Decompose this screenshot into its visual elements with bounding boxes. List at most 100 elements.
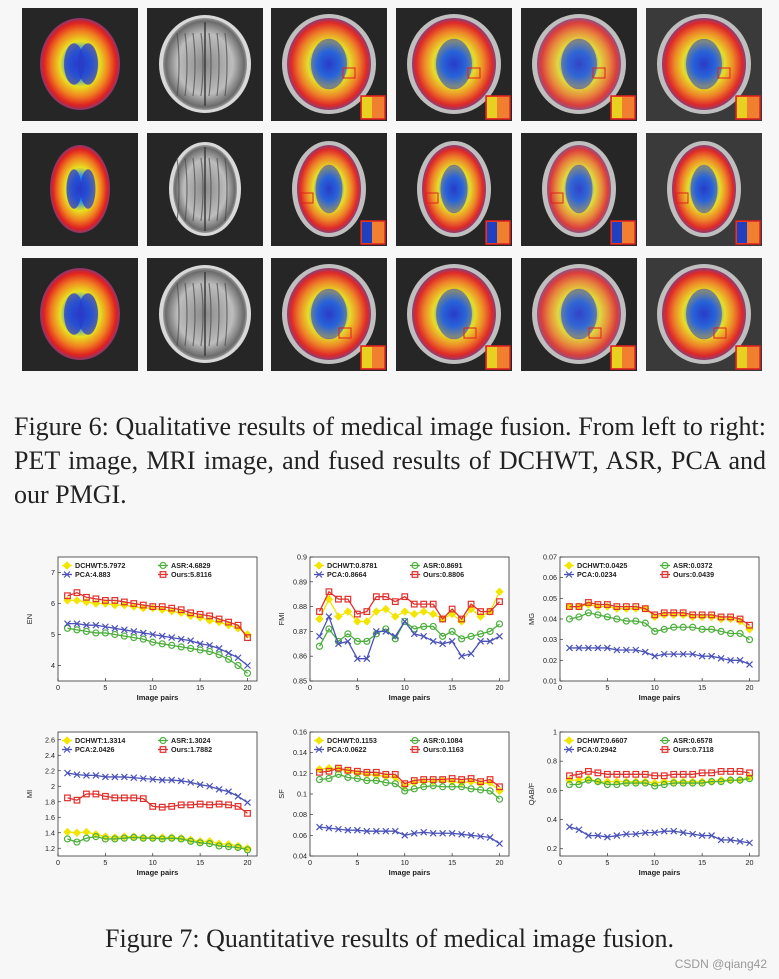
chart-fmi-point-pca: [353, 655, 361, 663]
chart-mg-point-asr: [622, 617, 630, 625]
chart-mi-point-dchwt: [224, 840, 233, 849]
chart-qab-f-point-ours: [746, 769, 753, 777]
chart-en-legend-marker-asr: [159, 561, 167, 570]
brain-image-pca-row1: [521, 8, 637, 121]
chart-mi-ytick-label: 1.8: [45, 797, 55, 806]
chart-mi-line-asr: [67, 835, 248, 851]
chart-qab-f-line-ours: [569, 770, 750, 777]
chart-qab-f-legend-marker-dchwt: [564, 736, 574, 745]
chart-en-xtick-label: 15: [196, 683, 204, 692]
chart-qab-f-point-asr: [736, 776, 744, 784]
chart-qab-f-point-pca: [585, 832, 592, 840]
chart-en-point-ours: [120, 598, 128, 606]
chart-mg-legend-marker-dchwt: [564, 561, 574, 570]
chart-sf-legend-label-ours: Ours:0.1163: [423, 745, 464, 754]
chart-fmi-point-asr: [495, 620, 504, 628]
chart-qab-f-legend-marker-pca: [565, 746, 573, 753]
chart-mi-legend-asr: ASR:1.3024: [158, 736, 211, 745]
chart-sf-point-asr: [439, 783, 447, 791]
chart-mg-series-ours: [566, 599, 753, 629]
chart-sf-point-ours: [429, 776, 437, 783]
chart-sf-point-pca: [486, 833, 494, 841]
chart-fmi-point-ours: [429, 600, 437, 608]
chart-en-ytick-label: 7: [51, 568, 55, 577]
chart-qab-f-line-asr: [569, 778, 750, 787]
chart-mi-xtick-label: 10: [149, 858, 157, 867]
chart-en-point-ours: [168, 604, 176, 612]
chart-sf-xtick-label: 20: [496, 858, 504, 867]
chart-mg-point-ours: [632, 603, 640, 610]
chart-mg-series-asr: [565, 609, 754, 644]
chart-fmi-legend-label-asr: ASR:0.8691: [423, 561, 463, 570]
chart-sf-point-asr: [486, 787, 494, 795]
chart-sf-point-pca: [401, 831, 409, 839]
chart-sf-point-ours: [420, 776, 428, 783]
chart-en-xlabel: Image pairs: [137, 693, 179, 702]
chart-qab-f-point-pca: [632, 830, 640, 838]
chart-fmi-axes-box: [309, 556, 510, 682]
chart-mg-point-pca: [670, 650, 678, 658]
chart-qab-f-point-asr: [613, 780, 621, 789]
chart-sf-point-ours: [344, 766, 352, 774]
chart-sf-point-ours: [382, 770, 390, 778]
chart-qab-f-xtick-label: 20: [746, 858, 754, 867]
chart-fmi-point-ours: [458, 615, 466, 623]
chart-en-line-pca: [67, 623, 248, 667]
chart-sf-point-pca: [477, 832, 484, 840]
chart-mi-legend-marker-dchwt: [62, 736, 72, 745]
chart-en-axes-box: [57, 556, 258, 682]
chart-mg-xtick-label: 0: [558, 683, 562, 692]
chart-mg-point-pca: [727, 656, 734, 664]
chart-mi-point-asr: [196, 839, 204, 847]
chart-en-xtick-label: 5: [103, 683, 107, 692]
chart-sf-xtick-label: 0: [308, 858, 312, 867]
chart-fmi-point-pca: [429, 637, 437, 645]
chart-mg-point-ours: [736, 615, 744, 623]
chart-qab-f-point-asr: [594, 777, 602, 786]
chart-fmi-point-dchwt: [381, 604, 391, 614]
chart-fmi-point-dchwt: [419, 607, 428, 616]
chart-en-point-pca: [149, 631, 157, 638]
chart-mg-xtick-label: 10: [651, 683, 659, 692]
chart-qab-f-point-pca: [736, 837, 744, 845]
chart-sf-point-pca: [429, 829, 437, 837]
chart-qab-f-series-asr: [565, 775, 754, 790]
chart-qab-f-series-pca: [566, 823, 753, 847]
chart-sf-point-asr: [372, 776, 380, 785]
chart-mg-point-asr: [745, 636, 754, 644]
brain-image-dchwt-row2: [271, 133, 387, 246]
chart-mg-point-ours: [727, 613, 734, 621]
chart-qab-f-point-asr: [660, 780, 668, 789]
chart-fmi-point-ours: [391, 598, 399, 606]
chart-sf-point-ours: [335, 764, 342, 772]
chart-fmi-point-ours: [448, 605, 456, 613]
chart-mg-point-asr: [651, 627, 659, 636]
chart-en-point-ours: [101, 596, 109, 604]
chart-en-ytick-label: 5: [51, 630, 55, 639]
chart-fmi-point-pca: [467, 650, 475, 658]
brain-image-pet-image-row3: [22, 258, 138, 371]
chart-sf-point-asr: [495, 795, 504, 803]
chart-fmi-point-ours: [372, 593, 380, 601]
chart-fmi-point-asr: [448, 627, 456, 636]
chart-sf-legend-marker-pca: [315, 746, 323, 753]
chart-qab-f-point-asr: [689, 779, 697, 787]
chart-sf-point-pca: [363, 827, 371, 835]
chart-sf-point-ours: [458, 776, 466, 783]
chart-fmi-series-ours: [316, 588, 503, 623]
chart-mi-point-ours: [92, 790, 100, 798]
chart-mi-xtick-label: 15: [196, 858, 204, 867]
chart-mi-ytick-label: 1.4: [45, 828, 55, 837]
chart-sf-legend-label-dchwt: DCHWT:0.1153: [327, 736, 377, 745]
chart-sf-point-asr: [315, 775, 324, 784]
chart-mi-point-ours: [101, 792, 109, 800]
chart-en-point-ours: [130, 600, 138, 607]
chart-fmi-xtick-label: 10: [401, 683, 409, 692]
chart-mg: 0.01 0.02 0.03 0.04 0.05 0.06 0.07 0 5 10 15 20 Imag…: [527, 553, 760, 702]
chart-en-point-asr: [196, 646, 204, 654]
chart-mi-ytick-label: 1.2: [45, 844, 55, 853]
chart-fmi-point-pca: [410, 630, 418, 638]
chart-mg-series-pca: [566, 644, 753, 668]
chart-mg-point-asr: [565, 615, 574, 623]
chart-mi-point-dchwt: [214, 839, 224, 848]
